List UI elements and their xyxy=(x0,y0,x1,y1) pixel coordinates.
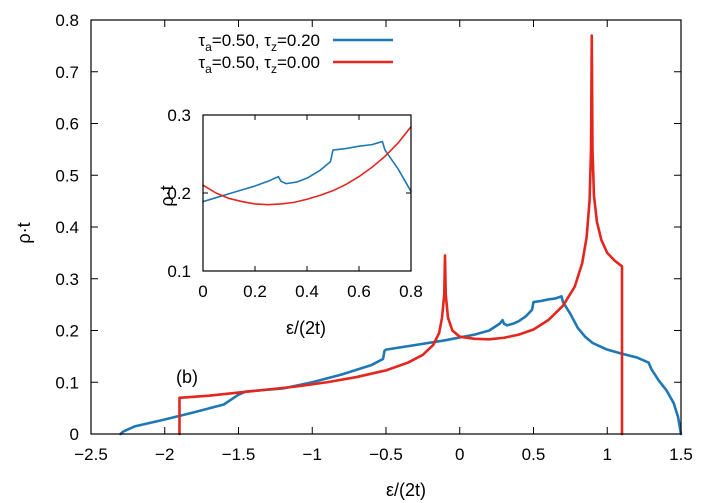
x-tick-label: −1.5 xyxy=(222,445,256,464)
main-plot-frame xyxy=(90,19,682,435)
inset-x-axis-label: ε/(2t) xyxy=(286,318,326,338)
y-tick-label: 0.3 xyxy=(167,106,191,125)
x-tick-label: 0.6 xyxy=(347,282,371,301)
y-tick-label: 0.1 xyxy=(55,373,79,392)
legend-entry-1: τa=0.50, τz=0.20 xyxy=(198,31,393,54)
x-tick-label: 0 xyxy=(455,445,464,464)
y-tick-label: 0.2 xyxy=(55,322,79,341)
x-tick-label: −0.5 xyxy=(369,445,403,464)
x-tick-label: 0.4 xyxy=(295,282,319,301)
series-line-red xyxy=(202,125,412,206)
x-tick-label: 0.8 xyxy=(399,282,423,301)
x-tick-label: 1 xyxy=(603,445,612,464)
y-tick-label: 0 xyxy=(70,425,79,444)
y-axis-label: ρ·t xyxy=(14,222,34,243)
legend: τa=0.50, τz=0.20 τa=0.50, τz=0.00 xyxy=(198,31,393,76)
x-tick-label: −2.5 xyxy=(74,445,108,464)
y-tick-label: 0.5 xyxy=(55,166,79,185)
inset-plot-frame xyxy=(202,114,412,272)
x-tick-label: 0.5 xyxy=(522,445,546,464)
inset-axis-tick-labels: 0 0.2 0.4 0.6 0.8 0.1 0.2 0.3 xyxy=(167,106,422,301)
x-tick-label: 0 xyxy=(198,282,207,301)
x-axis-label: ε/(2t) xyxy=(386,480,426,500)
y-tick-label: 0.4 xyxy=(55,218,79,237)
inset-chart: 0 0.2 0.4 0.6 0.8 0.1 0.2 0.3 ε/(2t) ρ·t xyxy=(157,106,423,338)
y-tick-label: 0.7 xyxy=(55,63,79,82)
inset-background xyxy=(203,115,411,271)
svg-text:τa=0.50, τz=0.00: τa=0.50, τz=0.00 xyxy=(198,53,320,76)
x-tick-label: 0.2 xyxy=(243,282,267,301)
y-tick-label: 0.3 xyxy=(55,270,79,289)
x-tick-label: 1.5 xyxy=(669,445,693,464)
main-axis-tick-labels: −2.5 −2 −1.5 −1 −0.5 0 0.5 1 1.5 0 0.1 0.2 0.3 0.4 0.5… xyxy=(55,11,692,464)
y-tick-label: 0.8 xyxy=(55,11,79,30)
legend-entry-2: τa=0.50, τz=0.00 xyxy=(198,53,393,76)
svg-text:τa=0.50, τz=0.20: τa=0.50, τz=0.20 xyxy=(198,31,320,54)
inset-series-lines xyxy=(202,125,412,206)
series-line-blue xyxy=(202,140,412,203)
y-tick-label: 0.2 xyxy=(167,184,191,203)
panel-label: (b) xyxy=(176,367,198,387)
y-tick-label: 0.6 xyxy=(55,115,79,134)
series-line-red xyxy=(178,34,624,436)
x-tick-label: −2 xyxy=(155,445,174,464)
inset-y-axis-label: ρ·t xyxy=(157,185,177,206)
y-tick-label: 0.1 xyxy=(167,262,191,281)
x-tick-label: −1 xyxy=(303,445,322,464)
main-series-lines xyxy=(119,34,683,436)
